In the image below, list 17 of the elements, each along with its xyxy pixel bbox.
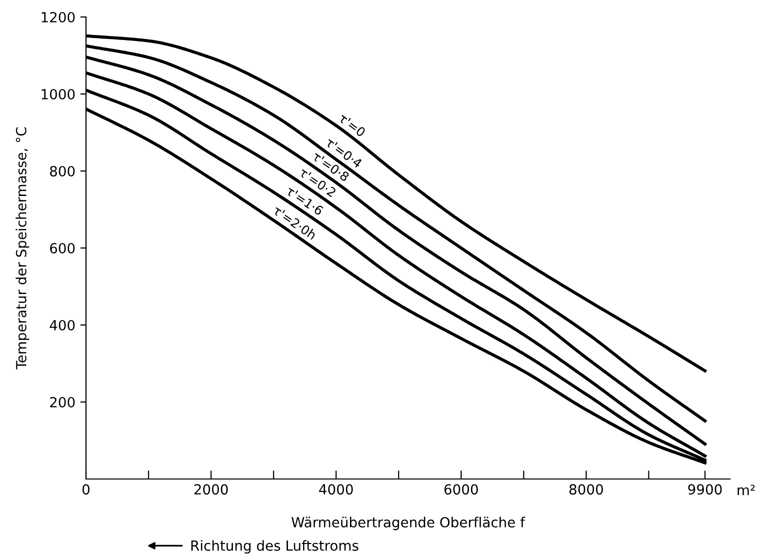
y-tick-label: 400 [50, 320, 75, 330]
x-tick-label: 9900 [688, 484, 722, 495]
y-tick-label: 600 [50, 242, 75, 254]
x-tick-label: 8000 [569, 484, 603, 495]
y-tick-label: 200 [50, 396, 75, 408]
y-axis-title: Temperatur der Speichermasse, °C [16, 127, 30, 370]
y-tick-label: 800 [50, 166, 75, 176]
x-tick-label: 6000 [444, 484, 478, 495]
y-tick-label: 1200 [42, 12, 75, 22]
x-tick-label: 4000 [319, 484, 353, 495]
text: m² [738, 484, 755, 496]
x-tick-label: 0 [82, 484, 90, 495]
x-tick-label: 2000 [194, 484, 228, 495]
text: τ'=0 [338, 112, 366, 138]
x-axis-title: Wärmeübertragende Oberfläche f [291, 516, 526, 530]
text: Richtung des Luftstroms [191, 540, 358, 554]
y-tick-label: 1000 [42, 88, 75, 100]
